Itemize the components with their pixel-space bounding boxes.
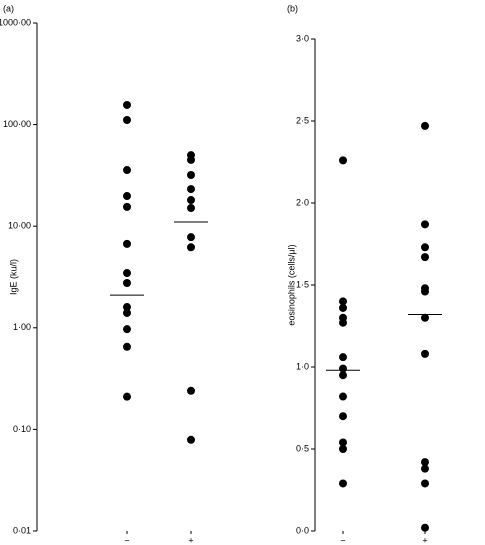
y-axis-label: eosinophils (cells/μl) <box>286 244 296 325</box>
y-tick-label: 1·5 <box>296 279 309 289</box>
data-point <box>123 202 131 211</box>
y-tick-label: 2·0 <box>296 197 309 207</box>
data-point <box>421 479 429 488</box>
data-point <box>339 353 347 362</box>
data-point <box>339 479 347 488</box>
data-point <box>123 303 131 312</box>
y-tick-label: 0·5 <box>296 443 309 453</box>
data-point <box>421 253 429 262</box>
data-point <box>123 269 131 278</box>
y-tick-label: 100·00 <box>3 119 31 129</box>
data-point <box>339 156 347 165</box>
data-point <box>421 464 429 473</box>
data-point <box>187 435 195 444</box>
data-point <box>421 243 429 252</box>
data-point <box>339 303 347 312</box>
data-point <box>187 204 195 213</box>
data-point <box>123 342 131 351</box>
data-point <box>339 392 347 401</box>
data-point <box>123 325 131 334</box>
y-tick-label: 2·5 <box>296 115 309 125</box>
data-point <box>187 243 195 252</box>
y-tick-label: 0·01 <box>13 525 31 535</box>
y-tick-label: 1·00 <box>13 322 31 332</box>
data-point <box>421 313 429 322</box>
panel-label: (a) <box>3 3 14 13</box>
data-point <box>339 318 347 327</box>
panel-label: (b) <box>287 3 298 13</box>
x-tick-label: + <box>188 535 193 545</box>
data-point <box>187 155 195 164</box>
y-axis-label: IgE (ku/l) <box>8 259 18 295</box>
data-point <box>339 371 347 380</box>
y-tick-label: 1·0 <box>296 361 309 371</box>
data-point <box>339 445 347 453</box>
data-point <box>123 308 131 317</box>
data-point <box>421 121 429 130</box>
x-tick-label: − <box>124 535 129 545</box>
data-point <box>421 458 429 467</box>
data-point <box>187 386 195 395</box>
data-point <box>123 100 131 109</box>
data-point <box>339 438 347 447</box>
data-point <box>339 412 347 421</box>
data-point <box>421 349 429 358</box>
data-point <box>123 192 131 201</box>
x-tick-label: − <box>340 535 345 545</box>
y-tick-label: 3·0 <box>296 33 309 43</box>
data-point <box>339 297 347 306</box>
data-point <box>123 166 131 175</box>
y-tick-label: 0·10 <box>13 424 31 434</box>
data-point <box>421 220 429 229</box>
y-tick-label: 1000·00 <box>0 17 31 27</box>
data-point <box>187 233 195 242</box>
x-tick-label: + <box>422 535 427 545</box>
data-point <box>187 171 195 180</box>
y-tick-label: 10·00 <box>8 221 31 231</box>
data-point <box>421 523 429 532</box>
data-point <box>123 392 131 401</box>
y-tick-label: 0·0 <box>296 525 309 535</box>
data-point <box>123 239 131 248</box>
data-point <box>123 115 131 124</box>
data-point <box>421 287 429 296</box>
data-point <box>187 196 195 205</box>
data-point <box>123 279 131 288</box>
data-point <box>187 185 195 194</box>
